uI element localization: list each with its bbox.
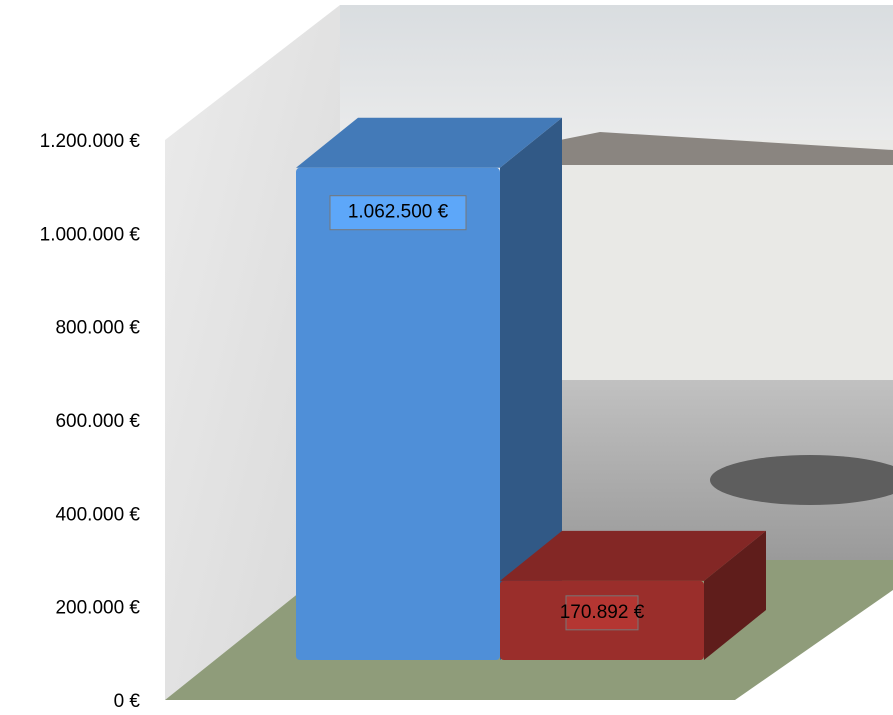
y-tick-label: 200.000 € bbox=[55, 598, 140, 619]
value-label: 170.892 € bbox=[560, 602, 645, 623]
building bbox=[560, 140, 893, 380]
bar bbox=[296, 168, 500, 660]
y-tick-label: 1.200.000 € bbox=[40, 131, 141, 152]
y-tick-label: 400.000 € bbox=[55, 504, 140, 525]
y-tick-label: 0 € bbox=[114, 691, 141, 712]
y-tick-label: 1.000.000 € bbox=[40, 224, 141, 245]
y-tick-label: 800.000 € bbox=[55, 318, 140, 339]
y-tick-label: 600.000 € bbox=[55, 411, 140, 432]
chart: 0 € 200.000 € 400.000 € 600.000 € 800.000 € 1… bbox=[0, 0, 893, 715]
value-label: 1.062.500 € bbox=[348, 202, 449, 223]
